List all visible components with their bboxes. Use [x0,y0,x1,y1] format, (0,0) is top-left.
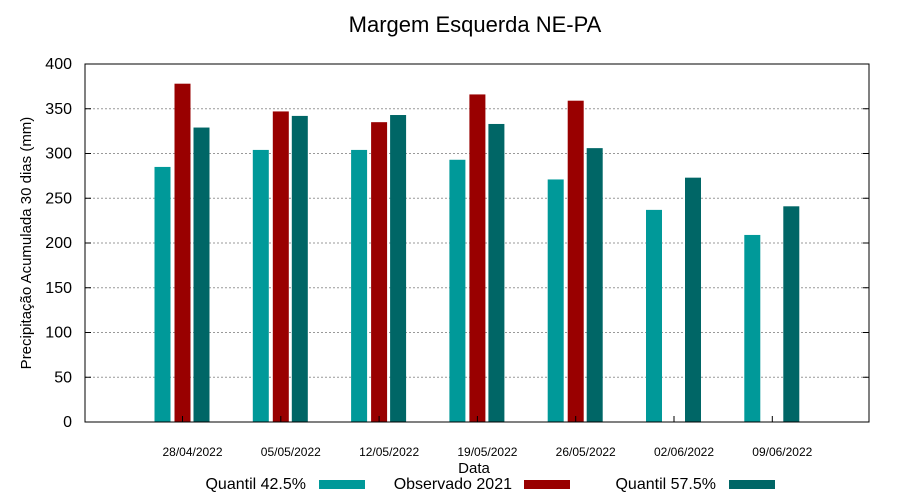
y-tick-label: 150 [45,280,72,297]
x-tick-label: 05/05/2022 [261,445,321,459]
bar-1 [547,179,564,422]
x-tick-label: 28/04/2022 [162,445,222,459]
bar-2 [174,83,191,422]
bar-1 [646,209,662,422]
legend-swatch [319,480,365,489]
x-tick-label: 19/05/2022 [457,445,517,459]
y-tick-label: 300 [45,146,72,163]
x-axis-label: Data [458,460,490,477]
y-tick-label: 200 [45,235,72,252]
y-tick-label: 0 [63,414,72,431]
y-tick-label: 400 [45,56,72,73]
y-tick-label: 350 [45,101,72,118]
legend-label: Observado 2021 [394,476,512,493]
y-axis-ticks: 0 50 100 150 200 250 300 350 400 [45,56,869,431]
bar-3 [193,127,210,423]
x-tick-label: 12/05/2022 [359,445,419,459]
bar-2 [469,94,486,423]
bar-2 [272,111,289,422]
x-tick-label: 02/06/2022 [654,445,714,459]
bar-1 [154,166,171,422]
legend-label: Quantil 42.5% [205,476,306,493]
chart-title: Margem Esquerda NE-PA [349,12,602,37]
bar-1 [351,149,368,423]
y-axis-label: Precipitação Acumulada 30 dias (mm) [18,117,35,370]
y-tick-label: 50 [54,369,72,386]
legend-label: Quantil 57.5% [615,476,716,493]
y-tick-label: 100 [45,325,72,342]
y-tick-label: 250 [45,190,72,207]
bar-3 [783,206,800,422]
bar-2 [371,122,388,423]
bar-1 [449,159,466,422]
x-axis-ticks: 28/04/2022 05/05/2022 12/05/2022 19/05/2022… [162,416,813,459]
bar-2 [567,100,584,422]
x-tick-label: 09/06/2022 [752,445,812,459]
bar-3 [488,123,505,422]
bar-3 [685,177,701,422]
bar-3 [586,148,603,422]
bar-1 [252,149,269,423]
bar-3 [390,115,407,422]
bar-3 [291,115,308,422]
bar-1 [744,234,761,422]
legend-swatch [524,480,570,489]
x-tick-label: 26/05/2022 [556,445,616,459]
legend: Quantil 42.5% Observado 2021 Quantil 57.5% [205,476,775,493]
legend-swatch [729,480,775,489]
bars [154,83,800,423]
